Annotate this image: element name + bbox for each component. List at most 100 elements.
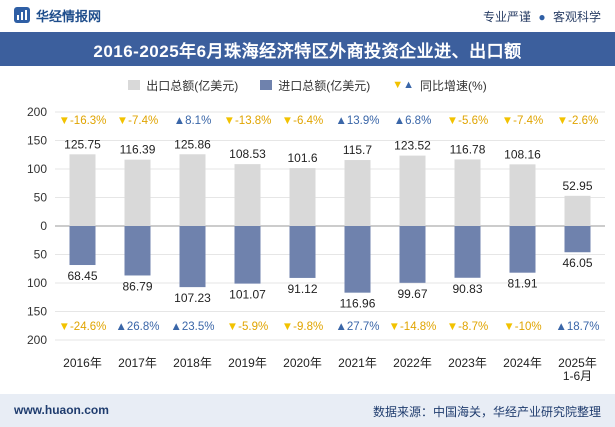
export-value-label: 52.95: [562, 179, 592, 193]
import-growth-label: ▼-8.7%: [447, 321, 488, 333]
export-bar[interactable]: [564, 195, 591, 226]
y-tick-label: 0: [40, 219, 47, 233]
chart-legend: 出口总额(亿美元) 进口总额(亿美元) ▼▲ 同比增速(%): [0, 76, 615, 94]
x-tick-label: 1-6月: [563, 369, 592, 383]
export-growth-label: ▼-7.4%: [502, 115, 543, 127]
export-growth-label: ▼-13.8%: [224, 115, 272, 127]
x-tick-label: 2022年: [393, 356, 432, 370]
chart-area: 200 150 100 50 0 50 100 150 200 125.75 68.45 ▼-16.3…: [27, 105, 605, 383]
import-growth-label: ▼-5.9%: [227, 321, 268, 333]
import-growth-label: ▼-10%: [503, 321, 541, 333]
footer-source: 数据来源：中国海关，华经产业研究院整理: [372, 405, 601, 419]
import-growth-label: ▼-24.6%: [59, 321, 107, 333]
y-tick-label: 100: [27, 162, 47, 176]
brand-logo-icon: [14, 7, 30, 23]
x-tick-label: 2025年: [558, 356, 597, 370]
export-growth-label: ▲8.1%: [174, 115, 212, 127]
import-bar[interactable]: [509, 226, 536, 273]
export-bar[interactable]: [179, 154, 206, 226]
import-bar[interactable]: [399, 226, 426, 283]
export-value-label: 115.7: [343, 143, 372, 157]
tagline-left: 专业严谨: [483, 10, 532, 24]
export-value-label: 125.86: [174, 137, 211, 151]
import-growth-label: ▲18.7%: [556, 321, 600, 333]
x-tick-label: 2021年: [338, 356, 377, 370]
export-bar[interactable]: [454, 159, 481, 226]
export-value-label: 108.16: [504, 147, 541, 161]
x-tick-label: 2017年: [118, 356, 157, 370]
export-bar[interactable]: [124, 159, 151, 226]
legend-item-import[interactable]: 进口总额(亿美元): [260, 77, 370, 94]
brand-name: 华经情报网: [36, 8, 102, 24]
import-bar[interactable]: [454, 226, 481, 278]
export-growth-label: ▼-2.6%: [557, 115, 598, 127]
import-bar[interactable]: [234, 226, 261, 284]
export-value-label: 116.78: [450, 142, 486, 156]
import-bar[interactable]: [69, 226, 96, 266]
import-value-label: 116.96: [340, 297, 376, 311]
x-tick-label: 2020年: [283, 356, 322, 370]
import-value-label: 91.12: [287, 282, 317, 296]
import-value-label: 46.05: [562, 256, 592, 270]
y-tick-label: 200: [27, 333, 47, 347]
legend-item-export[interactable]: 出口总额(亿美元): [128, 77, 238, 94]
import-value-label: 81.91: [507, 277, 537, 291]
footer-site-link[interactable]: www.huaon.com: [14, 403, 109, 417]
export-growth-label: ▼-7.4%: [117, 115, 158, 127]
import-value-label: 107.23: [174, 291, 211, 305]
export-growth-label: ▲6.8%: [394, 115, 432, 127]
export-value-label: 108.53: [229, 147, 266, 161]
top-bar: 华经情报网 专业严谨 ● 客观科学: [0, 0, 615, 30]
export-bar[interactable]: [69, 154, 96, 226]
export-bar[interactable]: [509, 164, 536, 226]
tagline: 专业严谨 ● 客观科学: [483, 8, 601, 25]
export-bar[interactable]: [399, 155, 426, 226]
export-growth-label: ▼-16.3%: [59, 115, 107, 127]
y-tick-label: 150: [27, 134, 47, 148]
legend-swatch-export: [128, 80, 141, 90]
import-bar[interactable]: [564, 226, 591, 253]
import-growth-label: ▲23.5%: [171, 321, 215, 333]
y-tick-label: 100: [27, 276, 47, 290]
footer: www.huaon.com 数据来源：中国海关，华经产业研究院整理: [0, 394, 615, 427]
legend-swatch-import: [260, 80, 273, 90]
x-tick-label: 2016年: [63, 356, 102, 370]
import-bar[interactable]: [124, 226, 151, 276]
export-value-label: 125.75: [64, 137, 101, 151]
import-growth-label: ▲26.8%: [116, 321, 160, 333]
import-growth-label: ▼-9.8%: [282, 321, 323, 333]
x-tick-label: 2024年: [503, 356, 542, 370]
x-tick-label: 2023年: [448, 356, 487, 370]
export-value-label: 116.39: [120, 143, 156, 157]
legend-growth-arrows-icon: ▼▲: [392, 78, 415, 91]
y-tick-label: 50: [34, 248, 48, 262]
tagline-separator: ●: [538, 10, 546, 24]
x-tick-label: 2018年: [173, 356, 212, 370]
legend-item-growth[interactable]: ▼▲ 同比增速(%): [392, 77, 486, 94]
import-value-label: 90.83: [452, 282, 482, 296]
legend-label-export: 出口总额(亿美元): [146, 78, 239, 93]
export-bar[interactable]: [289, 168, 316, 226]
import-bar[interactable]: [344, 226, 371, 293]
export-value-label: 123.52: [394, 139, 431, 153]
export-growth-label: ▲13.9%: [336, 115, 380, 127]
import-bar[interactable]: [289, 226, 316, 278]
chart-title-bar: 2016-2025年6月珠海经济特区外商投资企业进、出口额: [0, 32, 615, 66]
import-bar[interactable]: [179, 226, 206, 288]
y-tick-label: 50: [34, 191, 48, 205]
chart-title: 2016-2025年6月珠海经济特区外商投资企业进、出口额: [93, 41, 522, 61]
legend-label-growth: 同比增速(%): [420, 78, 487, 93]
export-value-label: 101.6: [287, 151, 317, 165]
brand[interactable]: 华经情报网: [14, 6, 101, 24]
import-value-label: 99.67: [397, 287, 427, 301]
export-bar[interactable]: [344, 160, 371, 226]
legend-label-import: 进口总额(亿美元): [278, 78, 371, 93]
export-growth-label: ▼-6.4%: [282, 115, 323, 127]
export-bar[interactable]: [234, 164, 261, 226]
import-growth-label: ▼-14.8%: [389, 321, 437, 333]
export-growth-label: ▼-5.6%: [447, 115, 488, 127]
y-tick-label: 200: [27, 105, 47, 119]
y-tick-label: 150: [27, 305, 47, 319]
import-value-label: 86.79: [122, 279, 152, 293]
x-tick-label: 2019年: [228, 356, 267, 370]
